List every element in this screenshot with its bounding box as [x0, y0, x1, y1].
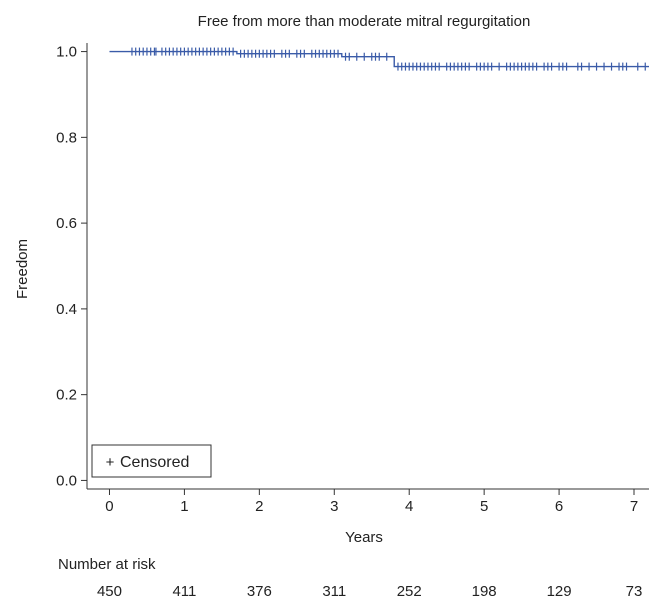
number-at-risk-value: 73: [626, 583, 643, 600]
y-tick-label: 1.0: [56, 44, 77, 61]
x-axis-title: Years: [345, 529, 383, 546]
number-at-risk-value: 252: [397, 583, 422, 600]
legend-label: Censored: [120, 454, 189, 471]
x-tick-label: 6: [555, 498, 563, 515]
legend-box: [91, 444, 212, 478]
survival-curve-group: [109, 50, 649, 68]
legend: + Censored: [91, 444, 212, 478]
x-tick-label: 3: [330, 498, 338, 515]
axes: 0 1 2 3 4 5 6 7 0.0 0.2 0.4 0.6 0.8 1.0: [56, 43, 649, 515]
y-tick-label: 0.8: [56, 129, 77, 146]
x-tick-label: 4: [405, 498, 413, 515]
y-tick-label: 0.0: [56, 472, 77, 489]
legend-censor-symbol: +: [106, 454, 115, 471]
x-tick-label: 7: [630, 498, 638, 515]
risk-table: 450 411 376 311 252 198 129 73: [97, 583, 642, 600]
number-at-risk-value: 311: [322, 583, 346, 600]
number-at-risk-value: 376: [247, 583, 272, 600]
number-at-risk-value: 450: [97, 583, 122, 600]
y-tick-label: 0.4: [56, 301, 77, 318]
survival-curve: [109, 50, 649, 68]
x-tick-label: 0: [105, 498, 113, 515]
y-axis-title: Freedom: [14, 239, 31, 299]
number-at-risk-value: 411: [172, 583, 196, 600]
number-at-risk-label: Number at risk: [58, 556, 156, 573]
x-tick-label: 1: [180, 498, 188, 515]
x-tick-label: 5: [480, 498, 488, 515]
y-tick-label: 0.2: [56, 387, 77, 404]
number-at-risk-value: 129: [547, 583, 572, 600]
censor-marks-group: [131, 47, 646, 71]
y-tick-label: 0.6: [56, 215, 77, 232]
number-at-risk-value: 198: [472, 583, 497, 600]
x-tick-label: 2: [255, 498, 263, 515]
chart-title: Free from more than moderate mitral regu…: [198, 13, 531, 30]
